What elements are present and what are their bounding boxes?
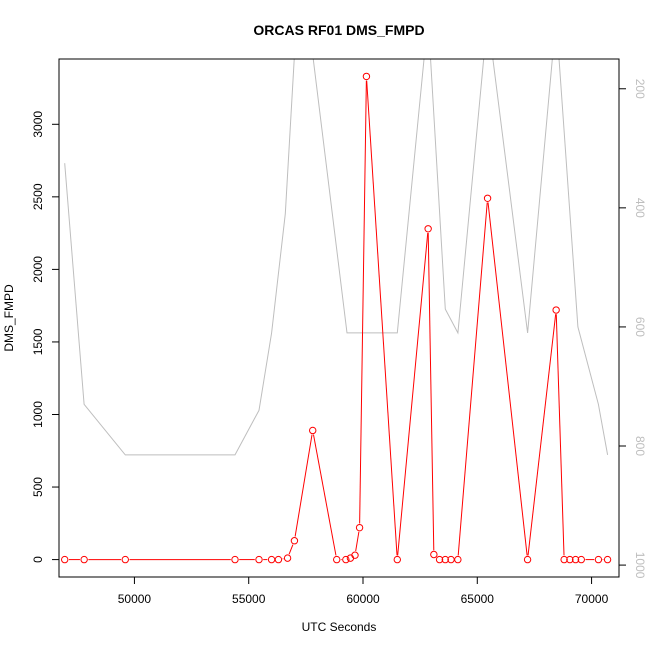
primary-series-point — [454, 555, 462, 564]
primary-series-segment — [294, 434, 313, 537]
x-tick-label: 50000 — [118, 592, 152, 606]
primary-series-segment — [359, 80, 367, 524]
right-tick-label: 800 — [633, 436, 647, 456]
primary-series-point — [61, 555, 69, 564]
y-tick-label: 3000 — [31, 111, 45, 138]
right-tick-label: 600 — [633, 317, 647, 337]
right-tick-label: 1000 — [633, 552, 647, 579]
y-tick-label: 2500 — [31, 183, 45, 210]
primary-series-segment — [366, 80, 398, 556]
primary-series-point — [424, 225, 432, 233]
primary-series-layer — [61, 72, 612, 564]
right-axis: 200 400 600 800 1000 — [618, 79, 647, 579]
primary-series-segment — [487, 202, 528, 556]
primary-series-point — [309, 426, 317, 435]
primary-series-point — [393, 555, 401, 564]
right-tick-label: 200 — [633, 79, 647, 99]
primary-series-point — [274, 555, 283, 564]
primary-series-point — [80, 555, 88, 564]
primary-series-point — [267, 555, 276, 564]
primary-series-point — [571, 555, 580, 564]
primary-series-point — [560, 555, 568, 564]
primary-series-point — [255, 555, 263, 564]
y-axis: 0 500 1000 1500 2000 2500 3000 — [31, 111, 60, 563]
x-tick-label: 60000 — [346, 592, 380, 606]
secondary-series-layer — [64, 59, 609, 456]
primary-series-segment — [397, 232, 429, 556]
y-tick-label: 2000 — [31, 256, 45, 283]
secondary-series-line — [64, 59, 609, 456]
primary-series-point — [577, 555, 585, 564]
primary-series-point — [603, 555, 612, 564]
primary-series-point — [121, 555, 129, 564]
primary-series-point — [566, 555, 574, 564]
primary-series-point — [523, 555, 532, 564]
primary-series-point — [342, 555, 350, 564]
primary-series-segment — [555, 314, 565, 556]
primary-series-segment — [527, 314, 557, 556]
primary-series-point — [430, 550, 438, 559]
y-tick-label: 500 — [31, 477, 45, 497]
primary-series-segment — [427, 232, 435, 551]
x-axis-label: UTC Seconds — [302, 620, 377, 634]
y-axis-label: DMS_FMPD — [2, 284, 16, 352]
plot-frame — [58, 58, 620, 578]
primary-series-point — [552, 306, 560, 314]
primary-series-point — [290, 537, 299, 545]
primary-series-segment — [355, 531, 360, 552]
primary-series-point — [231, 555, 239, 564]
y-tick-label: 0 — [31, 556, 45, 563]
primary-series-segment — [288, 544, 294, 555]
primary-series-segment — [457, 202, 488, 556]
x-tick-label: 55000 — [232, 592, 266, 606]
primary-series-point — [351, 551, 359, 559]
y-tick-label: 1500 — [31, 328, 45, 355]
primary-series-point — [355, 523, 364, 532]
primary-series-point — [483, 194, 492, 202]
primary-series-segment — [312, 434, 337, 556]
x-tick-label: 70000 — [575, 592, 609, 606]
primary-series-point — [283, 554, 292, 562]
primary-series-point — [435, 555, 444, 564]
x-tick-label: 65000 — [461, 592, 495, 606]
x-axis: 50000 55000 60000 65000 70000 — [118, 576, 609, 606]
right-tick-label: 400 — [633, 198, 647, 218]
primary-series-point — [594, 555, 603, 564]
y-tick-label: 1000 — [31, 401, 45, 428]
primary-series-point — [441, 555, 449, 564]
primary-series-point — [362, 72, 371, 81]
primary-series-point — [333, 555, 341, 564]
chart-title: ORCAS RF01 DMS_FMPD — [253, 22, 424, 38]
